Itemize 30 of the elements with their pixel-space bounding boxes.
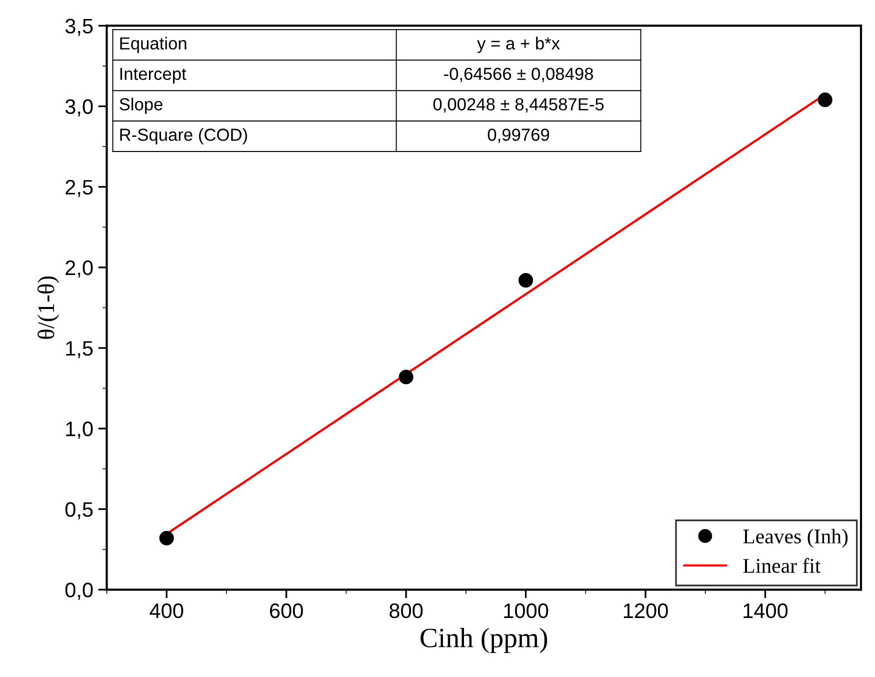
point (398, 370, 414, 384)
y-tick-label: 1,0 (66, 422, 93, 439)
x-tick-label: 1200 (624, 603, 668, 618)
y-tick-label: 0,0 (65, 582, 93, 600)
point (159, 530, 174, 546)
x-tick-label: 600 (270, 603, 303, 618)
y-tick-label: 2,5 (66, 180, 93, 198)
annotation: R-Square (COD) (120, 128, 248, 144)
point (518, 273, 534, 288)
annotation: -0,64566 ± 0,08498 (444, 68, 594, 82)
x-tick-label: 1000 (504, 603, 548, 618)
y-tick-label: 3,0 (65, 99, 93, 117)
y-tick-label: 0,5 (65, 502, 93, 520)
x-tick-label: 1400 (744, 603, 788, 618)
annotation: 0,00248 ± 8,44587E-5 (433, 98, 604, 113)
y-tick-label: 2,0 (66, 260, 93, 278)
legend-label: Leaves (Inh) (743, 528, 848, 548)
legend-label: Linear fit (743, 558, 821, 573)
x-tick-label: 800 (390, 603, 423, 618)
y-tick-label: 3,5 (65, 18, 93, 36)
y-tick-label: 1,5 (66, 341, 93, 358)
annotation: Slope (120, 98, 162, 114)
annotation: Intercept (120, 68, 186, 84)
annotation: Equation (120, 36, 186, 53)
annotation: y = a + b*x (477, 36, 560, 53)
x-tick-label: 400 (150, 603, 184, 618)
annotation: 0,99769 (488, 128, 550, 143)
y-axis-title: θ/(1-θ) (38, 276, 60, 339)
point (818, 92, 832, 108)
x-axis-title: Cinh (ppm) (420, 628, 548, 654)
